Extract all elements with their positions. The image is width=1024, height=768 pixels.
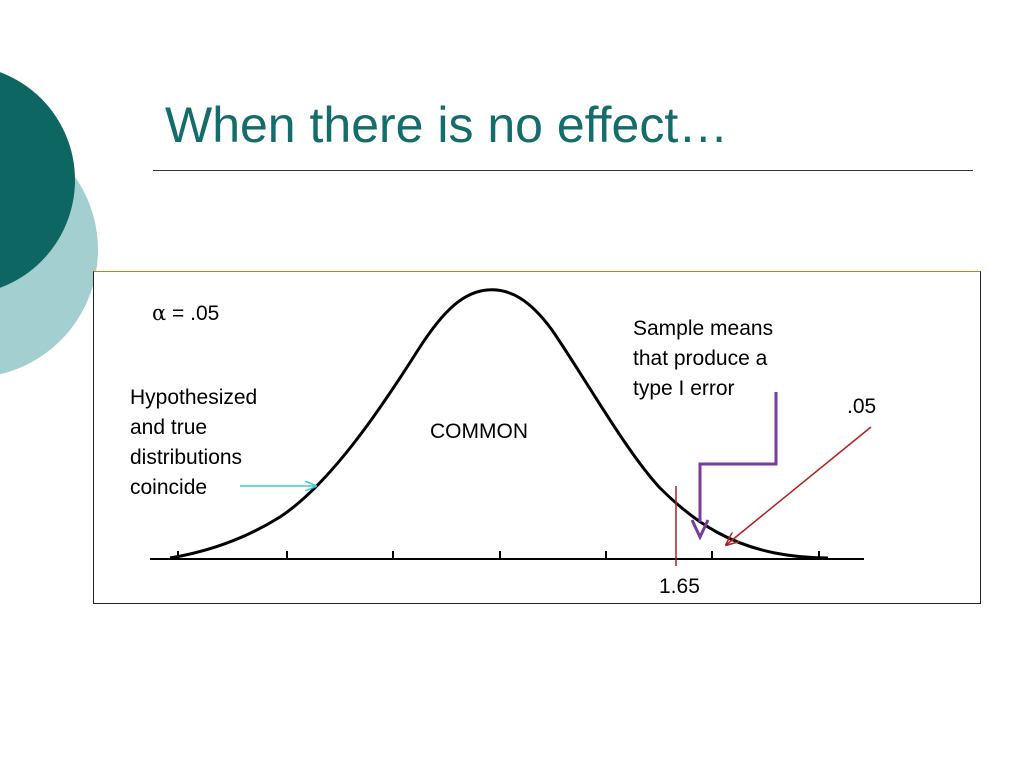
purple-pointer-arrow xyxy=(698,392,778,522)
common-label: COMMON xyxy=(430,420,528,443)
sample-means-label: Sample means that produce a type I error xyxy=(633,314,773,404)
decorative-circles xyxy=(0,72,98,375)
sample-means-line: that produce a xyxy=(633,347,768,370)
red-pointer-arrow xyxy=(726,426,872,545)
sample-means-line: Sample means xyxy=(633,317,774,340)
hypothesized-line: and true xyxy=(130,416,208,439)
page-title: When there is no effect… xyxy=(165,97,729,153)
tail-probability-label: .05 xyxy=(847,395,877,418)
hypothesized-line: Hypothesized xyxy=(130,386,258,409)
title-divider xyxy=(153,170,973,171)
critical-value-label: 1.65 xyxy=(659,575,700,598)
hypothesized-line: distributions xyxy=(130,446,243,469)
purple-arrowhead xyxy=(690,519,710,541)
diagram-frame xyxy=(93,271,981,604)
sample-means-line: type I error xyxy=(633,377,735,400)
alpha-level-label: α = .05 xyxy=(152,298,219,329)
decor-dark-circle xyxy=(0,72,75,288)
hypothesized-line: coincide xyxy=(130,476,208,499)
alpha-symbol: α xyxy=(152,301,167,325)
alpha-value: = .05 xyxy=(166,302,220,325)
hypothesized-label: Hypothesized and true distributions coin… xyxy=(130,383,257,503)
